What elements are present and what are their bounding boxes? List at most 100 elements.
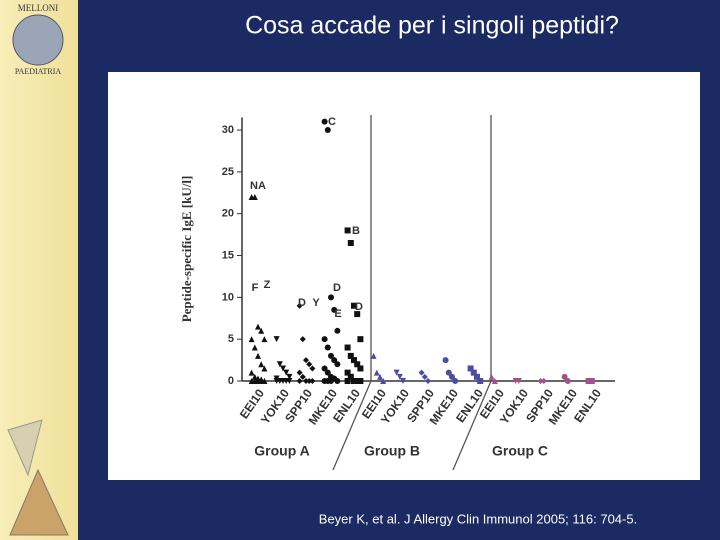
y-tick-label: 15 <box>222 249 234 261</box>
point <box>357 378 364 384</box>
point <box>477 378 484 384</box>
logo <box>12 14 64 66</box>
point <box>344 369 351 376</box>
point <box>261 365 268 372</box>
point <box>328 352 334 359</box>
annotation: C <box>328 116 336 128</box>
point <box>344 344 351 351</box>
point <box>445 369 452 376</box>
point <box>258 361 265 368</box>
point <box>425 378 431 384</box>
point <box>258 327 265 334</box>
point <box>324 127 331 134</box>
annotation: Z <box>264 279 271 291</box>
point <box>470 369 477 376</box>
point <box>321 118 328 125</box>
annotation: Y <box>312 297 320 309</box>
point <box>299 336 306 343</box>
annotation: D <box>333 282 341 294</box>
point <box>248 369 255 376</box>
point <box>515 378 522 384</box>
point <box>421 373 428 380</box>
group-divider <box>332 380 372 471</box>
annotation: D <box>355 301 363 313</box>
y-axis-label: Peptide-specific IgE [kU/l] <box>179 176 194 323</box>
point <box>296 378 303 384</box>
side-strip <box>0 0 78 540</box>
y-tick-label: 20 <box>222 208 234 220</box>
point <box>331 357 338 364</box>
annotation: D <box>298 297 306 309</box>
point <box>351 378 357 384</box>
point <box>296 369 303 376</box>
slide-title: Cosa accade per i singoli peptidi? <box>245 12 619 40</box>
point <box>393 369 400 376</box>
point <box>588 378 595 384</box>
point <box>296 302 303 309</box>
point <box>324 344 331 351</box>
point <box>303 378 309 384</box>
point <box>357 365 364 372</box>
point <box>442 357 449 364</box>
point <box>354 311 361 318</box>
group-label: Group B <box>364 443 420 459</box>
y-tick-label: 10 <box>222 291 234 303</box>
point <box>255 323 261 330</box>
point <box>357 336 364 343</box>
point <box>334 378 341 384</box>
point <box>306 361 313 368</box>
point <box>261 378 268 384</box>
point <box>537 378 544 384</box>
point <box>276 361 283 368</box>
citation: Beyer K, et al. J Allergy Clin Immunol 2… <box>319 511 637 526</box>
point <box>273 378 280 384</box>
point <box>351 357 357 364</box>
point <box>328 378 334 384</box>
point <box>324 369 331 376</box>
annotation: B <box>352 225 360 237</box>
point <box>306 378 313 384</box>
point <box>540 378 547 384</box>
point <box>334 327 341 334</box>
point <box>347 373 354 380</box>
point <box>321 336 328 343</box>
y-tick-label: 5 <box>228 333 234 345</box>
point <box>251 193 258 200</box>
point <box>354 378 361 384</box>
point <box>400 378 406 384</box>
point <box>334 361 341 368</box>
point <box>328 294 334 301</box>
point <box>344 227 351 234</box>
point <box>418 369 425 376</box>
decor <box>7 419 43 477</box>
point <box>347 352 354 359</box>
annotation: NA <box>250 180 266 192</box>
point <box>309 378 316 384</box>
point <box>474 373 480 380</box>
point <box>351 302 357 309</box>
y-tick-label: 30 <box>222 124 234 136</box>
y-tick-label: 0 <box>228 375 234 387</box>
y-tick-label: 25 <box>222 166 234 178</box>
group-label: Group A <box>254 443 309 459</box>
point <box>331 306 338 313</box>
point <box>273 336 280 343</box>
point <box>452 378 459 384</box>
point <box>488 373 495 380</box>
point <box>309 365 316 372</box>
point <box>321 365 328 372</box>
point <box>373 369 380 376</box>
point <box>261 336 268 343</box>
group-label: Group C <box>492 443 548 459</box>
point <box>396 373 403 380</box>
point <box>561 373 568 380</box>
decor <box>9 468 69 536</box>
point <box>380 378 387 384</box>
point <box>491 378 498 384</box>
point <box>248 336 255 343</box>
group-divider <box>452 380 492 471</box>
point <box>283 369 290 376</box>
chart-panel <box>108 72 700 480</box>
